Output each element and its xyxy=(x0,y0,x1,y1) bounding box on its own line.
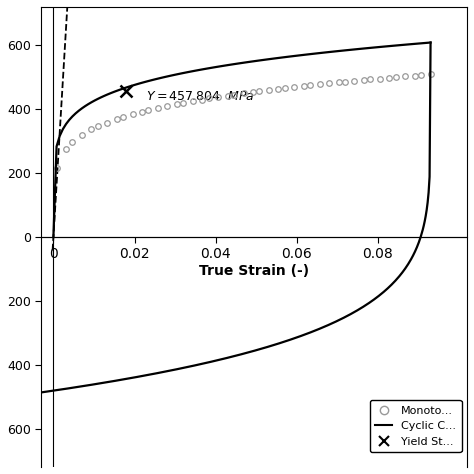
Legend: Monoto..., Cyclic C..., Yield St...: Monoto..., Cyclic C..., Yield St... xyxy=(370,400,462,452)
X-axis label: True Strain (-): True Strain (-) xyxy=(199,264,309,278)
Text: $Y = 457.804\ \ MPa$: $Y = 457.804\ \ MPa$ xyxy=(146,91,255,103)
